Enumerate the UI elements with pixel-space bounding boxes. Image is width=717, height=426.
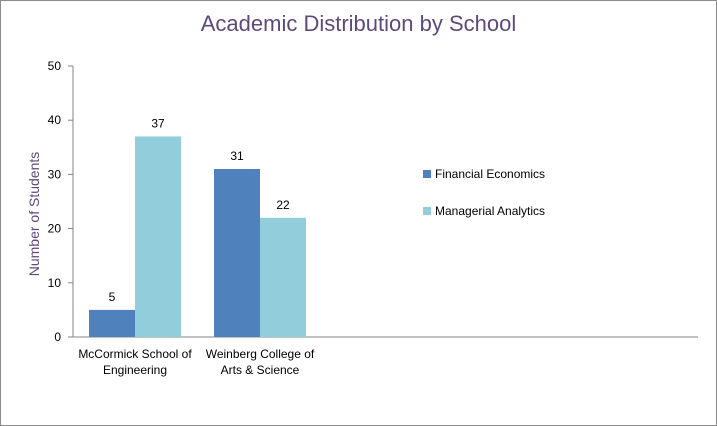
- x-category-label: Weinberg College of: [206, 347, 315, 361]
- x-category-label: Arts & Science: [221, 363, 300, 377]
- legend-label-financial-economics: Financial Economics: [435, 167, 546, 181]
- data-label: 5: [109, 290, 116, 304]
- chart-title: Academic Distribution by School: [200, 11, 517, 36]
- bar-managerial-analytics: [260, 217, 306, 337]
- y-tick-label: 10: [48, 276, 62, 290]
- data-label: 22: [276, 198, 290, 212]
- x-category-label: Engineering: [103, 363, 167, 377]
- legend-swatch-financial-economics: [423, 170, 431, 178]
- legend-swatch-managerial-analytics: [423, 207, 431, 215]
- y-tick-label: 20: [48, 222, 62, 236]
- y-tick-label: 40: [48, 113, 62, 127]
- bar-managerial-analytics: [135, 136, 181, 337]
- data-label: 31: [230, 149, 244, 163]
- bar-financial-economics: [214, 168, 260, 337]
- x-category-label: McCormick School of: [78, 347, 192, 361]
- bar-financial-economics: [89, 309, 135, 337]
- y-tick-label: 50: [48, 59, 62, 73]
- y-tick-label: 0: [54, 330, 61, 344]
- y-tick-label: 30: [48, 167, 62, 181]
- legend-label-managerial-analytics: Managerial Analytics: [435, 204, 546, 218]
- data-label: 37: [151, 116, 165, 130]
- legend-item-managerial-analytics: Managerial Analytics: [423, 204, 545, 218]
- legend-item-financial-economics: Financial Economics: [423, 167, 545, 181]
